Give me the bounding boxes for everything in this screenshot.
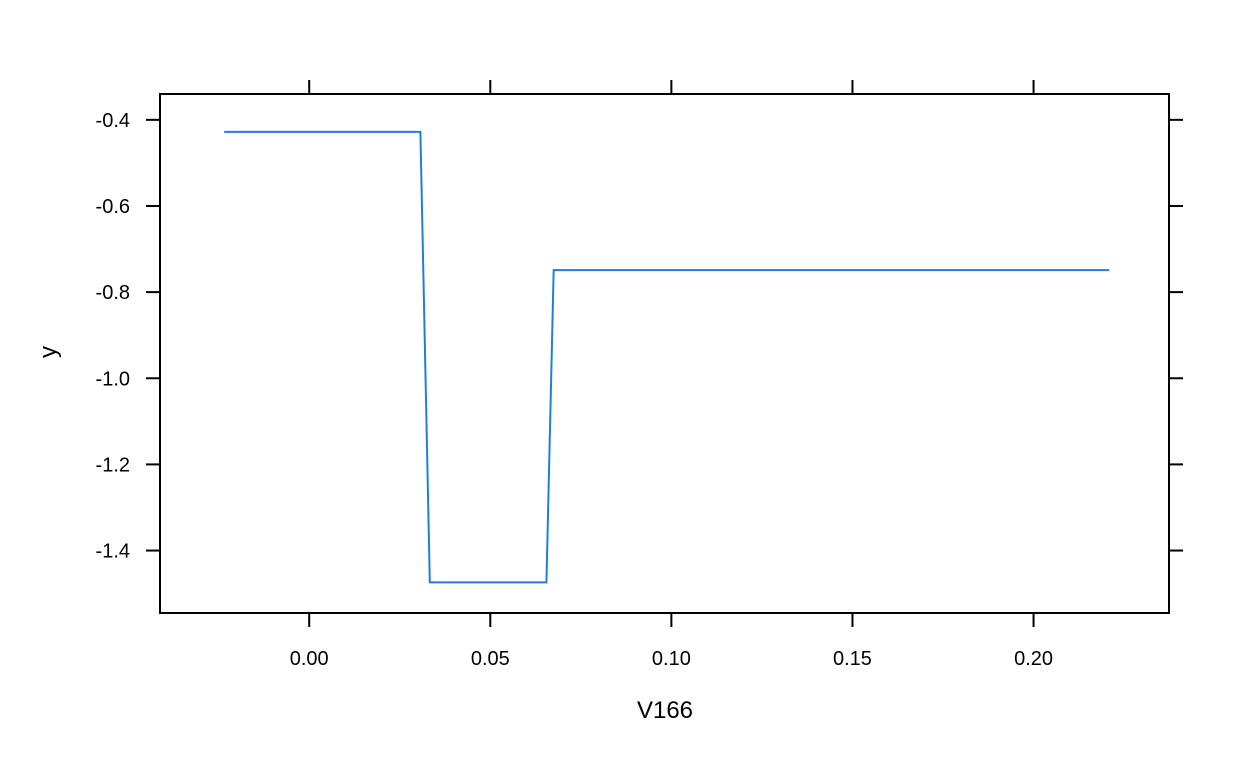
plot-frame — [159, 93, 1170, 614]
x-tick-label: 0.20 — [1014, 648, 1053, 670]
x-tick-label: 0.15 — [833, 648, 872, 670]
y-tick-label: -0.6 — [96, 196, 130, 218]
series-layer — [224, 130, 1110, 584]
y-tick-label: -0.8 — [96, 282, 130, 304]
x-tick-label: 0.10 — [652, 648, 691, 670]
y-tick-label: -1.4 — [96, 541, 130, 563]
y-axis-title: y — [35, 346, 62, 358]
x-axis-title: V166 — [637, 697, 693, 724]
y-tick-label: -1.2 — [96, 454, 130, 476]
x-tick-label: 0.00 — [290, 648, 329, 670]
series-line — [224, 130, 1110, 584]
y-tick-label: -0.4 — [96, 110, 130, 132]
x-tick-label: 0.05 — [471, 648, 510, 670]
y-axis: -0.4 -0.6 -0.8 -1.0 -1.2 -1.4 — [96, 110, 1183, 563]
x-axis: 0.00 0.05 0.10 0.15 0.20 — [290, 80, 1053, 670]
y-tick-label: -1.0 — [96, 368, 130, 390]
